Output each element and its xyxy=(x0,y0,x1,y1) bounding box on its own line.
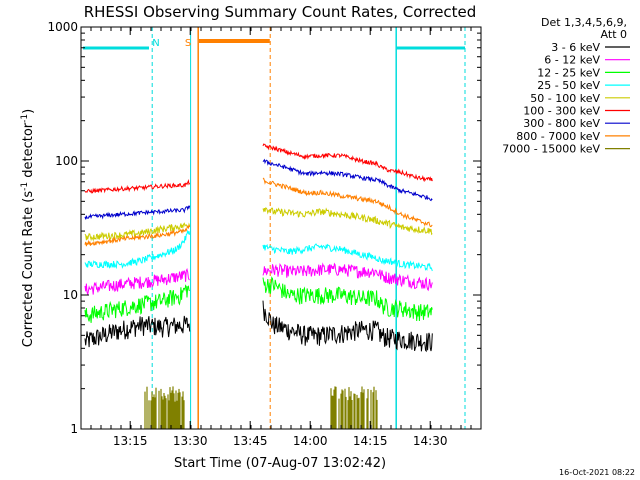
annotation-n: N xyxy=(152,38,159,49)
legend-label: 25 - 50 keV xyxy=(537,79,600,92)
legend-label: 12 - 25 keV xyxy=(537,66,600,79)
y-tick-label: 1 xyxy=(70,422,78,436)
series-line-2-1 xyxy=(84,267,190,295)
timestamp: 16-Oct-2021 08:22 xyxy=(559,468,635,477)
x-tick-label: 13:30 xyxy=(173,434,208,448)
series-line-2-2 xyxy=(262,262,433,292)
x-tick-label: 13:15 xyxy=(113,434,148,448)
legend-label: 100 - 300 keV xyxy=(523,105,600,118)
legend-header-line1: Det 1,3,4,5,6,9, xyxy=(541,16,627,29)
series-line-3-2 xyxy=(262,276,433,322)
y-tick-label: 100 xyxy=(55,154,78,168)
plot-area: N S 1 10 100 1000 13:15 13:30 13:45 14:00 14:15 14:… xyxy=(47,20,482,448)
annotation-s: S xyxy=(185,38,191,49)
x-tick-label: 14:15 xyxy=(353,434,388,448)
series-line-4-2 xyxy=(262,243,433,272)
series-line-8-2 xyxy=(262,177,433,228)
legend-label: 3 - 6 keV xyxy=(551,41,600,54)
legend-label: 6 - 12 keV xyxy=(544,54,600,67)
series-line-6-1 xyxy=(84,178,191,194)
legend-header-line2: Att 0 xyxy=(601,28,627,41)
series-line-4-1 xyxy=(84,229,191,269)
y-tick-label: 1000 xyxy=(47,20,78,34)
x-tick-label: 14:00 xyxy=(293,434,328,448)
x-tick-label: 13:45 xyxy=(233,434,268,448)
chart-title: RHESSI Observing Summary Count Rates, Co… xyxy=(84,3,477,21)
legend-label: 50 - 100 keV xyxy=(530,92,600,105)
legend-label: 300 - 800 keV xyxy=(523,117,600,130)
series-line-7-2 xyxy=(262,158,433,202)
x-tick-label: 14:30 xyxy=(413,434,448,448)
y-tick-label: 10 xyxy=(63,288,78,302)
series-line-7-1 xyxy=(84,205,191,220)
y-axis-label: Corrected Count Rate (s-1 detector-1) xyxy=(20,109,36,347)
series-line-5-1 xyxy=(84,222,191,242)
series-line-6-2 xyxy=(262,143,433,183)
series-line-1-2 xyxy=(262,300,433,353)
series-line-3-1 xyxy=(84,284,190,323)
series-line-8-1 xyxy=(84,224,191,247)
axes-frame xyxy=(80,26,482,430)
x-axis-label: Start Time (07-Aug-07 13:02:42) xyxy=(174,456,386,471)
legend-label: 800 - 7000 keV xyxy=(516,130,600,143)
series-line-1-1 xyxy=(84,315,191,348)
legend-label: 7000 - 15000 keV xyxy=(502,143,600,156)
series-line-5-2 xyxy=(262,207,433,236)
